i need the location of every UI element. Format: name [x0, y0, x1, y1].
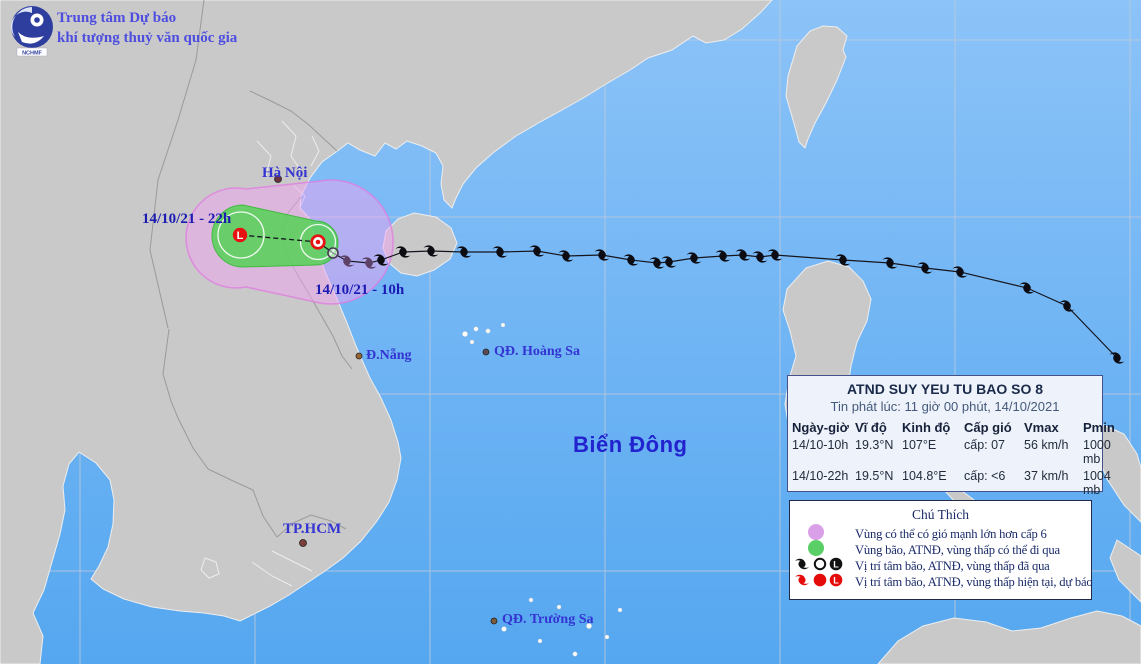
legend-panel: Chú Thích Vùng có thể có gió mạnh lớn hơ…: [789, 500, 1093, 600]
storm-info-issued: Tin phát lúc: 11 giờ 00 phút, 14/10/2021: [830, 399, 1060, 414]
label-current-time: 14/10/21 - 10h: [315, 282, 405, 298]
agency-name: Trung tâm Dự báo khí tượng thuỷ văn quốc…: [57, 8, 237, 48]
col-header: Vĩ độ: [855, 420, 887, 435]
truongsa-dot: [490, 617, 498, 625]
svg-text:L: L: [833, 575, 839, 585]
hoangsa-dot: [482, 348, 490, 356]
label-danang: Đ.Nẵng: [366, 348, 412, 363]
mainland-indochina-china: [0, 0, 773, 664]
pink-area-swatch: [793, 523, 855, 545]
storm-info-title: ATND SUY YEU TU BAO SO 8: [846, 381, 1044, 397]
current-markers-icons: L: [793, 572, 855, 593]
label-hanoi: Hà Nội: [262, 165, 308, 181]
legend-item-past-markers: L Vị trí tâm bão, ATNĐ, vùng thấp đã qua: [793, 556, 1089, 577]
tphcm-dot: [299, 539, 307, 547]
storm-info-table: Ngày-giờ Vĩ độ Kinh độ Cấp gió Vmax Pmin…: [792, 420, 1115, 497]
table-cell: 14/10-22h: [792, 469, 849, 483]
label-bien-dong: Biển Đông: [573, 432, 688, 457]
legend-item-label: Vùng có thể có gió mạnh lớn hơn cấp 6: [855, 526, 1047, 541]
svg-text:L: L: [833, 559, 839, 569]
logo-text: NCHMF: [22, 51, 42, 57]
label-tphcm: TP.HCM: [283, 521, 342, 537]
hanoi-dot: [274, 175, 282, 183]
hoang-sa-islets: [462, 322, 506, 345]
legend-item-label: Vị trí tâm bão, ATNĐ, vùng thấp hiện tại…: [855, 574, 1093, 589]
legend-item-label: Vùng bão, ATNĐ, vùng thấp có thể đi qua: [855, 542, 1060, 557]
table-cell: 56 km/h: [1024, 438, 1069, 452]
storm-corridor-area: [211, 204, 339, 268]
col-header: Pmin: [1083, 420, 1115, 435]
agency-name-line2: khí tượng thuỷ văn quốc gia: [57, 30, 238, 46]
col-header: Vmax: [1024, 420, 1059, 435]
legend-item-current-markers: L Vị trí tâm bão, ATNĐ, vùng thấp hiện t…: [793, 572, 1093, 593]
table-cell: 14/10-10h: [792, 438, 849, 452]
table-cell: 1004 mb: [1083, 469, 1111, 497]
legend-item-label: Vị trí tâm bão, ATNĐ, vùng thấp đã qua: [855, 558, 1050, 573]
storm-track-layer: L: [232, 227, 1125, 364]
wind-radius-circles: [217, 211, 337, 261]
label-forecast-time: 14/10/21 - 22h: [142, 211, 232, 227]
table-cell: 107°E: [902, 438, 937, 452]
philippine-islands-2: [1109, 539, 1141, 603]
past-markers-icons: L: [793, 556, 855, 577]
storm-info-panel: ATND SUY YEU TU BAO SO 8 Tin phát lúc: 1…: [787, 375, 1115, 497]
city-dots: [274, 175, 498, 625]
table-cell: cấp: 07: [964, 438, 1006, 452]
phu-quoc-island: [200, 557, 220, 579]
table-cell: 104.8°E: [902, 469, 947, 483]
legend-title: Chú Thích: [911, 507, 970, 522]
col-header: Ngày-giờ: [792, 420, 849, 435]
table-cell: 19.5°N: [855, 469, 894, 483]
borneo-island: [877, 610, 1141, 664]
truong-sa-islets: [501, 597, 623, 657]
svg-text:L: L: [237, 230, 244, 242]
col-header: Cấp gió: [964, 420, 1012, 435]
legend-item-green-corridor: Vùng bão, ATNĐ, vùng thấp có thể đi qua: [793, 539, 1089, 561]
table-cell: 1000 mb: [1083, 438, 1111, 466]
table-cell: 37 km/h: [1024, 469, 1069, 483]
col-header: Kinh độ: [902, 420, 951, 435]
table-cell: 19.3°N: [855, 438, 894, 452]
nchmf-logo: NCHMF: [9, 5, 55, 62]
danang-dot: [355, 352, 363, 360]
taiwan-island: [785, 25, 848, 149]
label-truong-sa: QĐ. Trường Sa: [502, 612, 594, 627]
province-borders: [251, 120, 320, 587]
green-corridor-swatch: [793, 539, 855, 561]
table-cell: cấp: <6: [964, 469, 1006, 483]
agency-name-line1: Trung tâm Dự báo: [57, 10, 177, 26]
label-hoang-sa: QĐ. Hoàng Sa: [494, 344, 580, 359]
legend-item-pink-area: Vùng có thể có gió mạnh lớn hơn cấp 6: [793, 523, 1089, 545]
